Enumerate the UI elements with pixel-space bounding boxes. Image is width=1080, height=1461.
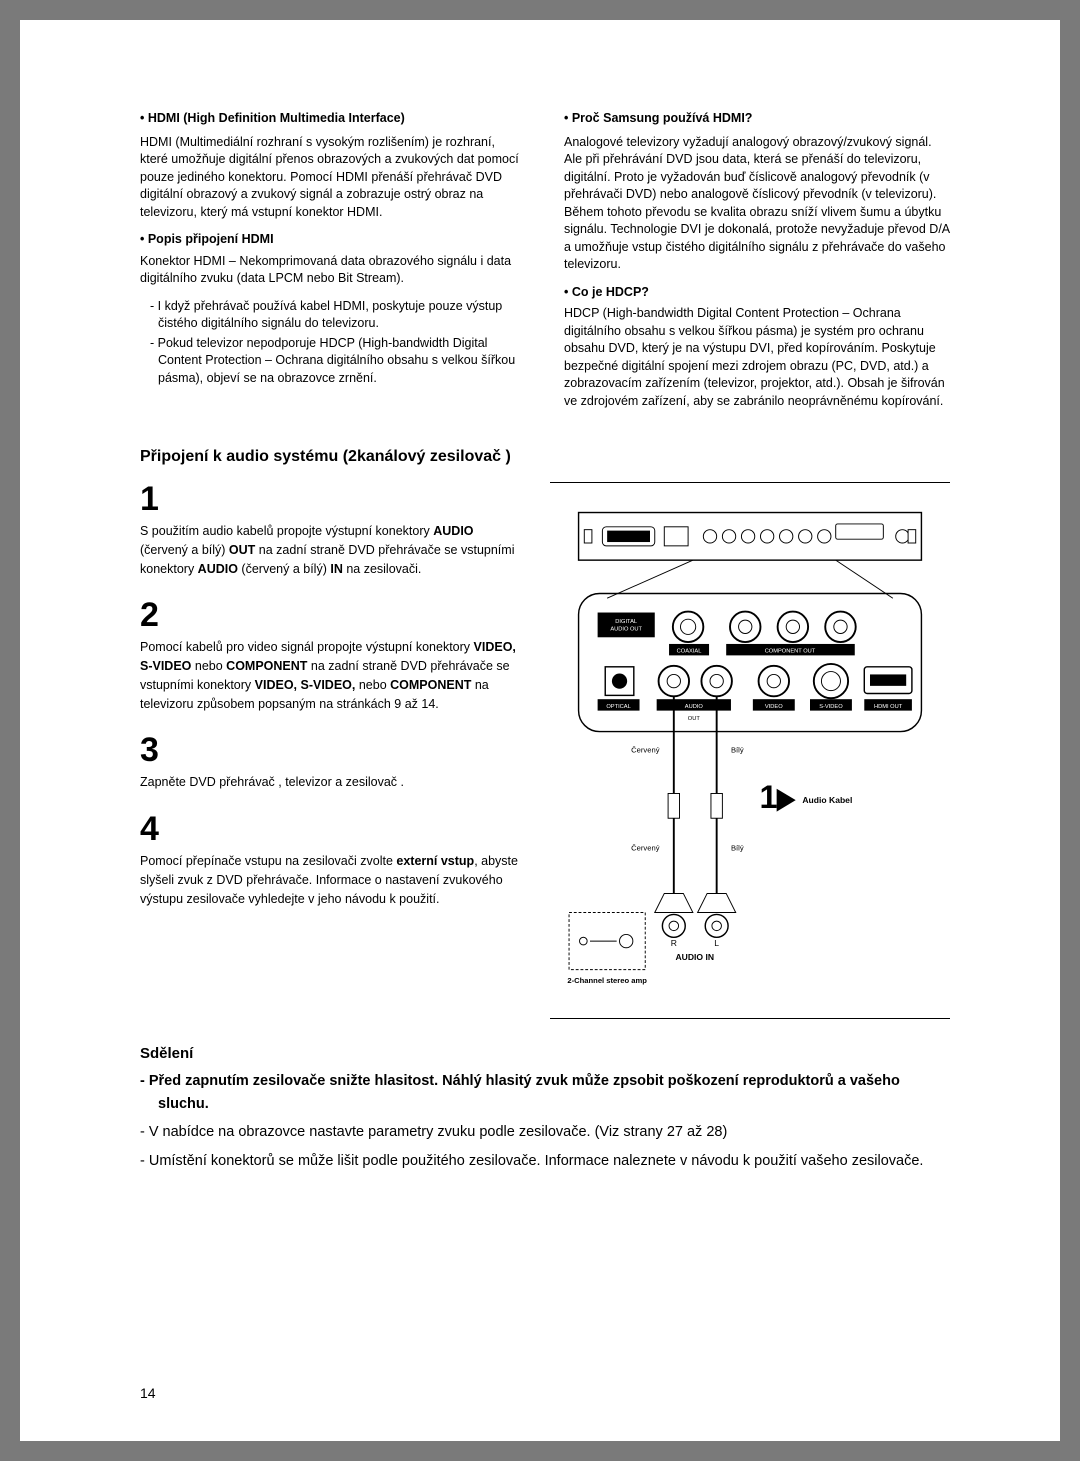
diagram-column: DIGITAL AUDIO OUT COAXIAL COMPONENT OUT — [550, 482, 950, 1019]
hdmi-desc: HDMI (Multimediální rozhraní s vysokým r… — [140, 134, 526, 222]
step-1: 1 S použitím audio kabelů propojte výstu… — [140, 482, 520, 578]
svg-text:R: R — [671, 938, 677, 948]
hdcp-heading: • Co je HDCP? — [564, 284, 950, 302]
svg-text:COMPONENT OUT: COMPONENT OUT — [765, 649, 816, 655]
svg-text:AUDIO IN: AUDIO IN — [675, 952, 714, 962]
svg-text:Červený: Červený — [631, 746, 660, 755]
steps-column: 1 S použitím audio kabelů propojte výstu… — [140, 482, 520, 1019]
svg-text:2-Channel stereo amp: 2-Channel stereo amp — [567, 976, 647, 985]
step-3: 3 Zapněte DVD přehrávač , televizor a ze… — [140, 733, 520, 792]
step-2-number: 2 — [140, 598, 520, 632]
hdcp-block: • Co je HDCP? HDCP (High-bandwidth Digit… — [564, 284, 950, 411]
page: • HDMI (High Definition Multimedia Inter… — [20, 20, 1060, 1441]
step-2: 2 Pomocí kabelů pro video signál propojt… — [140, 598, 520, 713]
notes-block: Sdělení - Před zapnutím zesilovače snižt… — [140, 1045, 950, 1172]
step-4-number: 4 — [140, 812, 520, 846]
svg-text:S-VIDEO: S-VIDEO — [819, 704, 843, 710]
left-column: • HDMI (High Definition Multimedia Inter… — [140, 110, 526, 420]
svg-text:HDMI OUT: HDMI OUT — [874, 704, 903, 710]
hdcp-desc: HDCP (High-bandwidth Digital Content Pro… — [564, 305, 950, 410]
note-2: - V nabídce na obrazovce nastavte parame… — [140, 1121, 950, 1143]
svg-text:AUDIO OUT: AUDIO OUT — [610, 627, 642, 633]
hdmi-popis-block: • Popis připojení HDMI Konektor HDMI – N… — [140, 231, 526, 387]
step-3-number: 3 — [140, 733, 520, 767]
step-4: 4 Pomocí přepínače vstupu na zesilovači … — [140, 812, 520, 908]
popis-item-1: - I když přehrávač používá kabel HDMI, p… — [150, 298, 526, 333]
svg-text:OUT: OUT — [688, 716, 701, 722]
svg-text:Červený: Červený — [631, 844, 660, 853]
notes-heading: Sdělení — [140, 1045, 950, 1062]
svg-text:Bílý: Bílý — [731, 746, 744, 755]
svg-text:Bílý: Bílý — [731, 844, 744, 853]
svg-text:Audio Kabel: Audio Kabel — [802, 795, 852, 805]
svg-text:OPTICAL: OPTICAL — [606, 704, 630, 710]
popis-desc: Konektor HDMI – Nekomprimovaná data obra… — [140, 253, 526, 288]
proc-heading: • Proč Samsung používá HDMI? — [564, 110, 950, 128]
step-1-number: 1 — [140, 482, 520, 516]
two-column-block: • HDMI (High Definition Multimedia Inter… — [140, 110, 950, 420]
popis-heading: • Popis připojení HDMI — [140, 231, 526, 249]
section-title: Připojení k audio systému (2kanálový zes… — [140, 448, 950, 466]
note-1: - Před zapnutím zesilovače snižte hlasit… — [140, 1070, 950, 1115]
proc-desc: Analogové televizory vyžadují analogový … — [564, 134, 950, 274]
note-3: - Umístění konektorů se může lišit podle… — [140, 1150, 950, 1172]
svg-text:DIGITAL: DIGITAL — [615, 619, 637, 625]
hdmi-heading: • HDMI (High Definition Multimedia Inter… — [140, 110, 526, 128]
popis-item-2: - Pokud televizor nepodporuje HDCP (High… — [150, 335, 526, 388]
svg-text:COAXIAL: COAXIAL — [677, 649, 702, 655]
popis-list: - I když přehrávač používá kabel HDMI, p… — [140, 298, 526, 388]
svg-text:VIDEO: VIDEO — [765, 704, 783, 710]
page-number: 14 — [140, 1385, 156, 1401]
step-3-text: Zapněte DVD přehrávač , televizor a zesi… — [140, 773, 520, 792]
svg-text:1: 1 — [760, 779, 778, 815]
step-2-text: Pomocí kabelů pro video signál propojte … — [140, 638, 520, 713]
svg-text:L: L — [714, 938, 719, 948]
step-4-text: Pomocí přepínače vstupu na zesilovači zv… — [140, 852, 520, 908]
svg-text:AUDIO: AUDIO — [685, 704, 704, 710]
step-1-text: S použitím audio kabelů propojte výstupn… — [140, 522, 520, 578]
connection-diagram: DIGITAL AUDIO OUT COAXIAL COMPONENT OUT — [550, 503, 950, 998]
right-column: • Proč Samsung používá HDMI? Analogové t… — [564, 110, 950, 420]
steps-and-diagram: 1 S použitím audio kabelů propojte výstu… — [140, 482, 950, 1019]
